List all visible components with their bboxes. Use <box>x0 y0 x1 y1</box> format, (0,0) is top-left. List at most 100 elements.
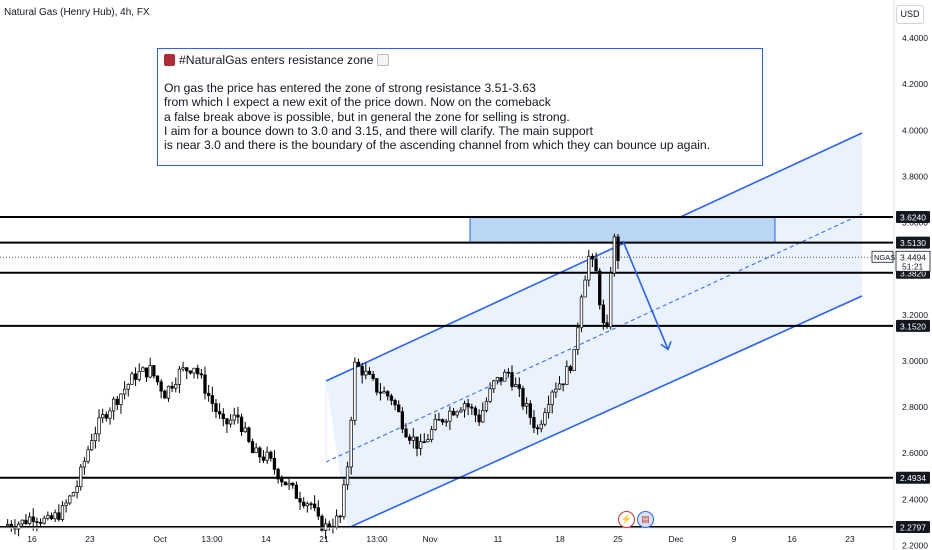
candle-body <box>236 414 240 418</box>
lightning-event-icon[interactable]: ⚡ <box>618 511 635 528</box>
candle-body <box>101 414 105 419</box>
candle-body <box>594 258 598 272</box>
candle-body <box>90 440 94 451</box>
candle-body <box>177 368 182 385</box>
candle-body <box>133 373 138 380</box>
level-price-label: 3.5130 <box>900 238 926 248</box>
price-tick-label: 4.2000 <box>902 79 928 89</box>
level-price-box <box>896 236 930 249</box>
forecast-arrow[interactable] <box>622 240 669 350</box>
candle-body <box>126 384 130 390</box>
candle-body <box>422 441 426 444</box>
candle-body <box>280 478 284 483</box>
price-tick-label: 2.2000 <box>902 540 928 550</box>
candle-body <box>228 419 233 425</box>
candle-body <box>104 414 108 419</box>
fuel-pump-icon <box>164 54 175 66</box>
candle-body <box>375 378 379 393</box>
candle-body <box>572 349 576 371</box>
candle-body <box>38 522 43 524</box>
candle-body <box>210 395 214 404</box>
candle-body <box>568 366 573 371</box>
candle-body <box>579 296 584 329</box>
candle-body <box>576 327 580 350</box>
candle-body <box>492 380 496 390</box>
candle-body <box>320 515 324 531</box>
candle-body <box>53 512 57 520</box>
candle-body <box>466 403 470 408</box>
candle-body <box>283 481 288 486</box>
candle-body <box>524 403 529 407</box>
candle-body <box>539 423 543 430</box>
candle-body <box>203 374 207 394</box>
candle-body <box>616 236 620 261</box>
candle-body <box>404 428 408 438</box>
candle-body <box>305 503 309 507</box>
candle-body <box>155 375 160 383</box>
candle-body <box>334 515 339 528</box>
horizontal-levels <box>0 216 893 528</box>
price-tick-label: 2.4000 <box>902 494 928 504</box>
time-tick-label: 16 <box>27 534 37 544</box>
candle-body <box>561 383 565 386</box>
time-tick-label: 21 <box>319 534 329 544</box>
time-tick-label: 13:00 <box>201 534 223 544</box>
candle-body <box>583 279 587 298</box>
candle-body <box>601 304 606 324</box>
candle-body <box>265 451 269 461</box>
candle-body <box>188 370 193 374</box>
us-flag-icon[interactable]: ▤ <box>637 511 654 528</box>
candle-body <box>49 515 54 520</box>
currency-badge[interactable]: USD <box>896 5 924 24</box>
candle-body <box>16 523 21 530</box>
candle-body <box>247 427 251 442</box>
channel-mid-line[interactable] <box>325 213 863 463</box>
candle-body <box>250 441 255 454</box>
level-price-label: 2.4934 <box>900 473 926 483</box>
candle-body <box>239 416 244 433</box>
time-axis: 16 23 Oct 13:00 14 21 13:00 Nov 11 18 25 Dec 9 16 23 <box>0 527 894 544</box>
time-tick-label: 16 <box>787 534 797 544</box>
candle-body <box>20 519 24 525</box>
annotation-line: On gas the price has entered the zone of… <box>164 81 536 96</box>
candle-body <box>287 482 291 486</box>
time-tick-label: 14 <box>261 534 271 544</box>
candle-body <box>503 371 507 382</box>
candle-body <box>587 255 591 281</box>
candle-body <box>400 411 405 430</box>
time-tick-label: 25 <box>613 534 623 544</box>
annotation-textbox[interactable]: #NaturalGas enters resistance zone On ga… <box>157 48 763 166</box>
current-price-box <box>895 250 931 272</box>
forecast-arrow-head <box>660 341 672 351</box>
candle-body <box>590 255 595 260</box>
candle-body <box>221 413 225 420</box>
level-price-label: 3.6240 <box>900 213 926 223</box>
channel-lower-line[interactable] <box>347 295 863 529</box>
candle-body <box>484 400 489 411</box>
resistance-zone[interactable] <box>469 216 776 244</box>
candle-body <box>481 410 485 423</box>
candle-body <box>514 384 518 387</box>
level-price-box <box>896 211 930 223</box>
candle-body <box>97 417 101 435</box>
time-tick-label: 23 <box>845 534 855 544</box>
candle-body <box>535 427 540 430</box>
candle-body <box>327 523 331 529</box>
candle-body <box>115 398 119 405</box>
candle-body <box>68 495 72 504</box>
candle-body <box>557 383 562 390</box>
candle-body <box>499 377 503 382</box>
candle-body <box>393 400 397 406</box>
candle-body <box>521 388 525 407</box>
candle-body <box>163 390 167 399</box>
candle-body <box>261 456 266 461</box>
level-price-label: 2.2797 <box>900 523 926 533</box>
candle-body <box>554 388 558 393</box>
candle-body <box>309 503 313 506</box>
candle-body <box>75 486 79 493</box>
candle-body <box>517 384 521 389</box>
candle-body <box>316 507 320 517</box>
candle-body <box>451 410 456 416</box>
candle-body <box>57 512 61 520</box>
